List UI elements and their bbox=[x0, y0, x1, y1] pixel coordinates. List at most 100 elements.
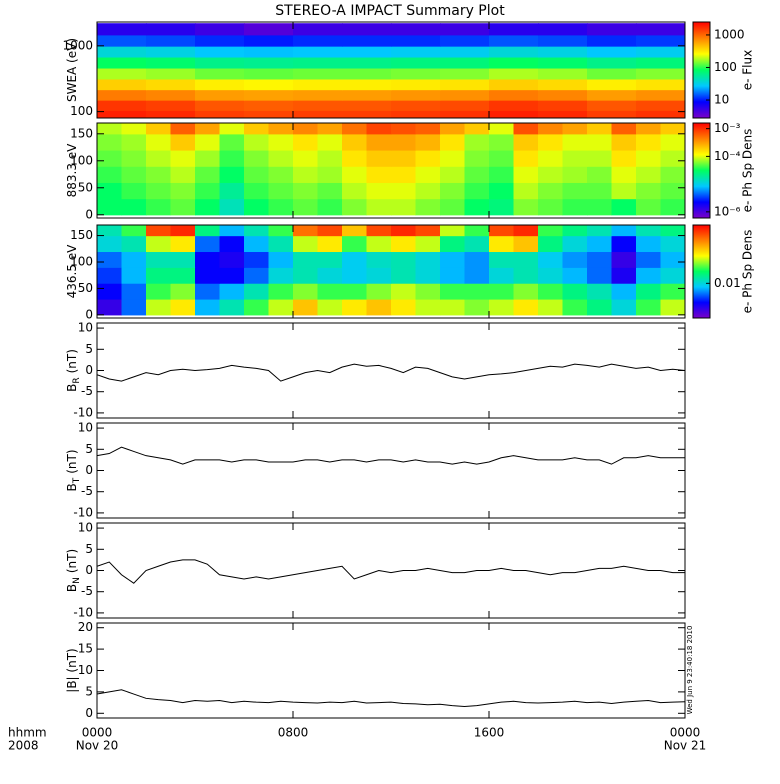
data-line bbox=[97, 363, 685, 382]
heatmap-cell bbox=[342, 251, 368, 268]
heatmap-cell bbox=[587, 166, 613, 183]
heatmap-cell bbox=[587, 100, 637, 111]
heatmap-cell bbox=[146, 235, 172, 253]
heatmap-cell bbox=[342, 133, 368, 151]
colorbar-tick-label: 10 bbox=[714, 93, 729, 107]
heatmap-cell bbox=[489, 251, 515, 268]
heatmap-cell bbox=[195, 123, 221, 135]
heatmap-cell bbox=[611, 198, 637, 216]
heatmap-cell bbox=[244, 149, 270, 167]
heatmap-cell bbox=[268, 267, 294, 284]
heatmap-cell bbox=[342, 166, 368, 183]
y-tick-label: 1000 bbox=[62, 38, 93, 52]
heatmap-cell bbox=[391, 283, 417, 300]
heatmap-cell bbox=[121, 298, 147, 316]
heatmap-cell bbox=[195, 182, 221, 200]
heatmap-cell bbox=[97, 89, 147, 101]
heatmap-cell bbox=[538, 149, 564, 167]
heatmap-cell bbox=[464, 225, 490, 237]
heatmap-cell bbox=[195, 89, 245, 101]
heatmap-cell bbox=[489, 198, 515, 216]
heatmap-cell bbox=[636, 34, 685, 47]
heatmap-cell bbox=[342, 110, 392, 118]
heatmap-cell bbox=[293, 46, 343, 58]
heatmap-cell bbox=[391, 78, 441, 91]
heatmap-cell bbox=[562, 198, 588, 216]
heatmap-cell bbox=[489, 283, 515, 300]
heatmap-cell bbox=[489, 34, 539, 47]
heatmap-cell bbox=[489, 149, 515, 167]
x-tick-label: 0800 bbox=[278, 726, 309, 740]
heatmap-cell bbox=[513, 251, 539, 268]
heatmap-cell bbox=[342, 34, 392, 47]
heatmap-cell bbox=[440, 235, 466, 253]
heatmap-cell bbox=[121, 283, 147, 300]
heatmap-cell bbox=[489, 298, 515, 316]
colorbar bbox=[692, 21, 711, 119]
heatmap-cell bbox=[587, 182, 613, 200]
heatmap-cell bbox=[538, 133, 564, 151]
heatmap-cell bbox=[538, 56, 588, 69]
heatmap-cell bbox=[342, 46, 392, 58]
heatmap-cell bbox=[244, 166, 270, 183]
panel-frame bbox=[96, 522, 686, 619]
heatmap-cell bbox=[391, 166, 417, 183]
heatmap-cell bbox=[587, 225, 613, 237]
heatmap-cell bbox=[342, 267, 368, 284]
heatmap-cell bbox=[146, 283, 172, 300]
heatmap-cell bbox=[146, 89, 196, 101]
heatmap-cell bbox=[489, 67, 539, 80]
heatmap-cell bbox=[146, 298, 172, 316]
data-line bbox=[97, 446, 685, 465]
heatmap-cell bbox=[195, 46, 245, 58]
heatmap-cell bbox=[121, 225, 147, 237]
heatmap-cell bbox=[97, 182, 123, 200]
panel-frame bbox=[96, 224, 686, 319]
heatmap-cell bbox=[489, 267, 515, 284]
heatmap-cell bbox=[317, 225, 343, 237]
heatmap-cell bbox=[538, 123, 564, 135]
heatmap-cell bbox=[587, 67, 637, 80]
heatmap-cell bbox=[317, 149, 343, 167]
heatmap-cell bbox=[538, 34, 588, 47]
y-tick-label: 0 bbox=[85, 307, 93, 321]
heatmap-cell bbox=[562, 166, 588, 183]
heatmap-cell bbox=[268, 298, 294, 316]
heatmap-cell bbox=[464, 235, 490, 253]
heatmap-cell bbox=[415, 182, 441, 200]
heatmap-cell bbox=[342, 78, 392, 91]
heatmap-cell bbox=[587, 283, 613, 300]
heatmap-cell bbox=[366, 123, 392, 135]
heatmap-cell bbox=[146, 182, 172, 200]
heatmap-cell bbox=[170, 123, 196, 135]
heatmap-cell bbox=[293, 298, 319, 316]
heatmap-cell bbox=[489, 78, 539, 91]
heatmap-cell bbox=[97, 100, 147, 111]
heatmap-cell bbox=[366, 182, 392, 200]
heatmap-cell bbox=[415, 198, 441, 216]
heatmap-cell bbox=[611, 267, 637, 284]
date-label: Nov 20 bbox=[76, 739, 119, 753]
heatmap-cell bbox=[391, 46, 441, 58]
heatmap-cell bbox=[489, 225, 515, 237]
heatmap-cell bbox=[636, 251, 662, 268]
heatmap-cell bbox=[636, 110, 685, 118]
heatmap-cell bbox=[195, 267, 221, 284]
heatmap-cell bbox=[391, 34, 441, 47]
heatmap-cell bbox=[366, 267, 392, 284]
heatmap bbox=[97, 123, 685, 216]
y-tick-label: -5 bbox=[81, 384, 93, 398]
heatmap-cell bbox=[342, 23, 392, 36]
heatmap-cell bbox=[342, 149, 368, 167]
heatmap-cell bbox=[538, 46, 588, 58]
heatmap-cell bbox=[317, 283, 343, 300]
heatmap-cell bbox=[121, 182, 147, 200]
heatmap-cell bbox=[268, 133, 294, 151]
colorbar-tick-label: 1000 bbox=[714, 27, 745, 41]
heatmap-cell bbox=[513, 133, 539, 151]
heatmap-cell bbox=[489, 235, 515, 253]
heatmap-cell bbox=[611, 133, 637, 151]
x-tick-label: 0000 bbox=[670, 726, 701, 740]
heatmap-cell bbox=[587, 267, 613, 284]
